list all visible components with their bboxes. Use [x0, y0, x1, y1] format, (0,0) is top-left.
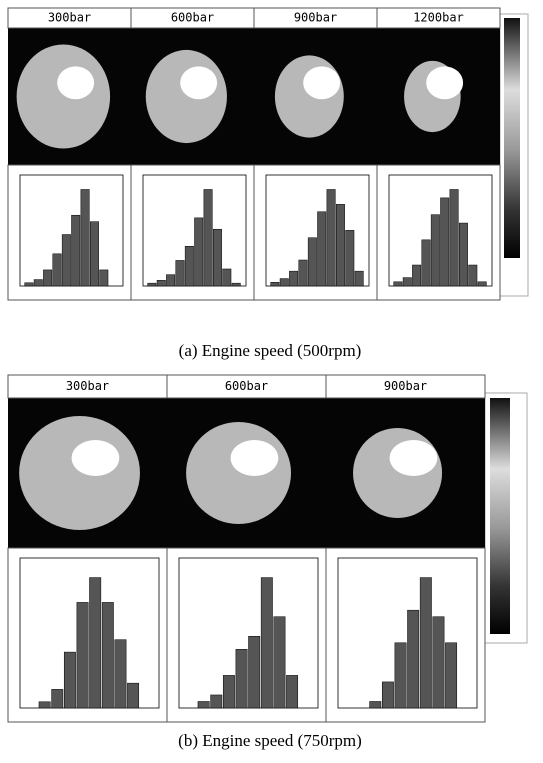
- histogram-bar: [52, 253, 62, 287]
- column-label: 300bar: [66, 379, 109, 393]
- histogram-bar: [197, 701, 210, 709]
- histogram-bar: [89, 221, 99, 287]
- flame-blob: [274, 55, 344, 138]
- histogram-bar: [468, 264, 478, 287]
- histogram-bar: [335, 204, 345, 287]
- histogram-bar: [273, 616, 286, 709]
- histogram-bar: [61, 234, 71, 287]
- caption: (a) Engine speed (500rpm): [179, 341, 362, 360]
- histogram-bar: [212, 228, 222, 287]
- colorbar: [504, 18, 520, 258]
- flame-blob: [186, 422, 292, 524]
- histogram-bar: [51, 689, 64, 709]
- histogram-bar: [393, 281, 403, 287]
- histogram-bar: [99, 269, 109, 287]
- histogram-bar: [43, 269, 53, 287]
- flame-blob: [389, 440, 438, 476]
- column-label: 300bar: [48, 11, 91, 25]
- histogram-bar: [286, 675, 299, 709]
- histogram-bar: [419, 577, 432, 709]
- histogram-bar: [477, 281, 487, 287]
- histogram-bar: [114, 639, 127, 709]
- histogram-bar: [38, 701, 51, 709]
- histogram-bar: [76, 602, 89, 709]
- histogram-bar: [260, 577, 273, 709]
- histogram-bar: [354, 270, 364, 287]
- histogram-bar: [440, 197, 450, 287]
- histogram-bar: [345, 230, 355, 287]
- histogram-bar: [421, 239, 431, 287]
- histogram-bar: [89, 577, 102, 709]
- histogram-bar: [166, 274, 176, 287]
- histogram-bar: [402, 277, 412, 287]
- histogram-bar: [127, 682, 140, 709]
- column-label: 600bar: [225, 379, 268, 393]
- histogram-bar: [101, 602, 114, 709]
- histogram-bar: [270, 282, 280, 287]
- histogram-bar: [432, 616, 445, 709]
- histogram-bar: [248, 636, 261, 709]
- flame-blob: [71, 440, 120, 476]
- histogram-bar: [194, 217, 204, 287]
- caption: (b) Engine speed (750rpm): [178, 731, 362, 750]
- histogram-bar: [184, 246, 194, 287]
- histogram-bar: [369, 701, 382, 709]
- header-cell: [325, 374, 486, 399]
- column-label: 600bar: [171, 11, 214, 25]
- histogram-bar: [231, 282, 241, 287]
- column-label: 900bar: [294, 11, 337, 25]
- histogram-bar: [430, 214, 440, 287]
- histogram-bar: [235, 649, 248, 709]
- histogram-bar: [33, 279, 43, 287]
- flame-blob: [180, 66, 218, 100]
- histogram-bar: [307, 237, 317, 287]
- flame-blob: [426, 66, 464, 100]
- histogram-bar: [71, 214, 81, 287]
- histogram-bar: [289, 270, 299, 287]
- histogram-bar: [80, 189, 90, 287]
- flame-blob: [230, 440, 279, 476]
- histogram-bar: [203, 189, 213, 287]
- histogram-bar: [449, 189, 459, 287]
- flame-blob: [57, 66, 95, 100]
- histogram-bar: [445, 642, 458, 709]
- flame-blob: [353, 428, 443, 518]
- histogram-bar: [381, 681, 394, 709]
- histogram-bar: [222, 268, 232, 287]
- histogram-bar: [458, 222, 468, 287]
- histogram-bar: [24, 282, 34, 287]
- histogram-bar: [147, 282, 157, 287]
- histogram-bar: [222, 675, 235, 709]
- column-label: 900bar: [384, 379, 427, 393]
- histogram-bar: [412, 264, 422, 287]
- histogram-bar: [407, 609, 420, 709]
- histogram-bar: [326, 189, 336, 287]
- histogram-bar: [298, 259, 308, 287]
- flame-blob: [303, 66, 341, 100]
- header-cell: [376, 7, 501, 29]
- column-label: 1200bar: [413, 11, 464, 25]
- histogram-bar: [279, 278, 289, 287]
- flame-blob: [16, 44, 111, 149]
- histogram-bar: [210, 694, 223, 709]
- histogram-bar: [156, 280, 166, 287]
- histogram-bar: [175, 260, 185, 287]
- histogram-bar: [394, 642, 407, 709]
- colorbar: [490, 398, 510, 634]
- histogram-bar: [317, 211, 327, 287]
- flame-blob: [19, 416, 140, 530]
- histogram-bar: [63, 651, 76, 709]
- flame-blob: [145, 49, 227, 144]
